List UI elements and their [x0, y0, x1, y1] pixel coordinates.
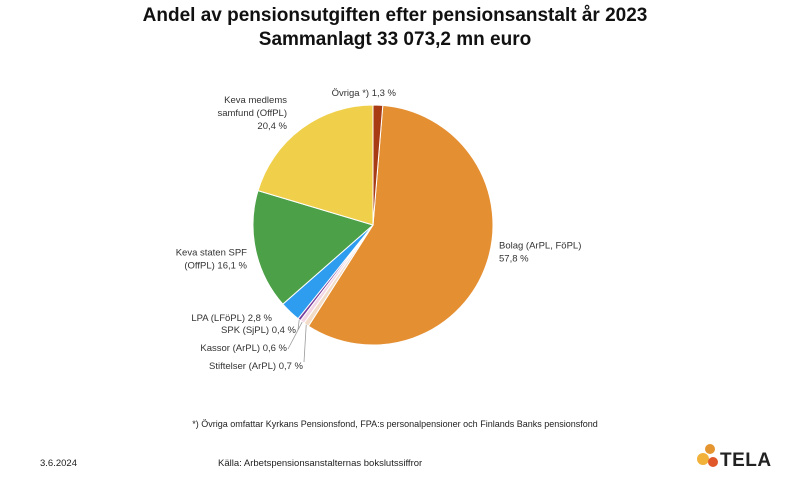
logo-dot-orange	[705, 444, 715, 454]
footnote: *) Övriga omfattar Kyrkans Pensionsfond,…	[192, 419, 598, 429]
chart-subtitle: Sammanlagt 33 073,2 mn euro	[258, 29, 532, 50]
date-label: 3.6.2024	[40, 458, 77, 469]
logo-dot-red	[708, 457, 718, 467]
pie-slice	[307, 104, 494, 346]
slice-label: Stiftelser (ArPL) 0,7 %	[209, 361, 304, 372]
slice-label: Bolag (ArPL, FöPL) 57,8 %	[499, 241, 581, 265]
slice-label: SPK (SjPL) 0,4 %	[221, 325, 297, 336]
leader-line	[297, 319, 300, 331]
source-label: Källa: Arbetspensionsanstalternas bokslu…	[218, 458, 423, 469]
slice-label: Övriga *) 1,3 %	[332, 88, 397, 99]
leader-line	[287, 321, 303, 350]
pie-slice	[257, 104, 374, 226]
pie-slice	[252, 190, 375, 305]
slice-label: Keva medlems samfund (OffPL) 20,4 %	[217, 95, 287, 132]
leader-line	[303, 324, 307, 363]
logo-dot-yellow	[697, 453, 709, 465]
logo-text: TELA	[720, 450, 772, 471]
chart-title: Andel av pensionsutgiften efter pensions…	[142, 5, 648, 26]
tela-logo: TELA	[697, 444, 771, 480]
pie-slice	[372, 104, 384, 226]
slice-label: Kassor (ArPL) 0,6 %	[200, 343, 287, 354]
slice-label: Keva staten SPF (OffPL) 16,1 %	[176, 248, 248, 272]
pie-chart: Bolag (ArPL, FöPL) 57,8 % Stiftelser (ArPL…	[176, 88, 582, 372]
slice-label: LPA (LFöPL) 2,8 %	[191, 313, 272, 324]
